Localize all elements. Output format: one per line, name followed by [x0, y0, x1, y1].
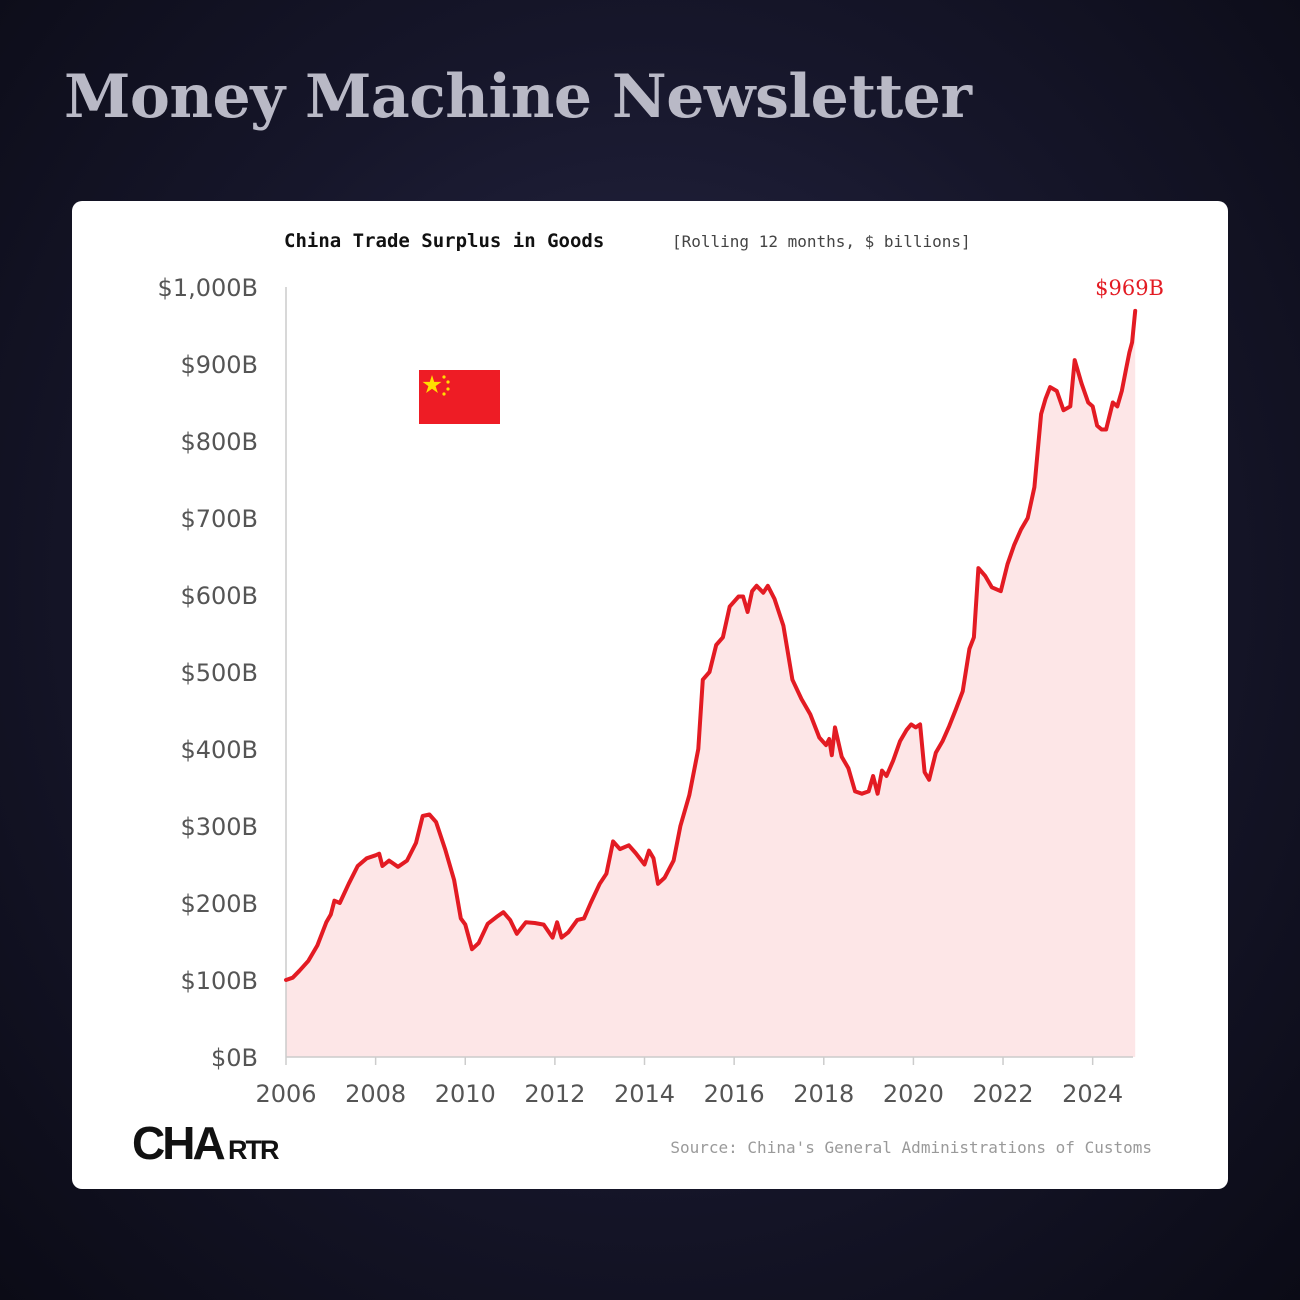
y-tick-label: $500B [180, 659, 258, 687]
x-tick-label: 2018 [793, 1080, 854, 1108]
x-tick-label: 2022 [972, 1080, 1033, 1108]
x-tick-label: 2020 [883, 1080, 944, 1108]
y-tick-label: $200B [180, 890, 258, 918]
series-line [284, 308, 1138, 982]
x-tick-label: 2008 [345, 1080, 406, 1108]
y-tick-label: $800B [180, 428, 258, 456]
y-tick-label: $0B [211, 1044, 258, 1072]
chart-title: China Trade Surplus in Goods [284, 230, 604, 252]
y-tick-label: $600B [180, 582, 258, 610]
svg-text:CHA: CHA [132, 1117, 224, 1169]
x-tick-label: 2010 [435, 1080, 496, 1108]
y-tick-label: $700B [180, 505, 258, 533]
brand-logo: CHA RTR [132, 1117, 281, 1169]
area-fill [286, 310, 1136, 1057]
source-note: Source: China's General Administrations … [670, 1138, 1152, 1157]
x-tick-label: 2006 [255, 1080, 316, 1108]
y-tick-label: $300B [180, 813, 258, 841]
x-tick-label: 2014 [614, 1080, 675, 1108]
y-tick-label: $100B [180, 967, 258, 995]
chart-canvas: China Trade Surplus in Goods [Rolling 12… [132, 230, 1164, 1169]
y-tick-label: $400B [180, 736, 258, 764]
y-tick-label: $900B [180, 351, 258, 379]
chart-subtitle: [Rolling 12 months, $ billions] [672, 232, 971, 251]
plot-area: $0B $100B $200B $300B $400B $500B $600B $700B $8… [158, 274, 1138, 1108]
x-tick-label: 2024 [1062, 1080, 1123, 1108]
x-tick-label: 2012 [524, 1080, 585, 1108]
x-tick-label: 2016 [704, 1080, 765, 1108]
chart-card: China Trade Surplus in Goods [Rolling 12… [72, 201, 1228, 1189]
end-value-label: $969B [1095, 276, 1164, 300]
y-tick-label: $1,000B [158, 274, 258, 302]
newsletter-title: Money Machine Newsletter [64, 62, 972, 132]
china-flag-icon [419, 370, 500, 424]
svg-text:RTR: RTR [228, 1135, 279, 1165]
